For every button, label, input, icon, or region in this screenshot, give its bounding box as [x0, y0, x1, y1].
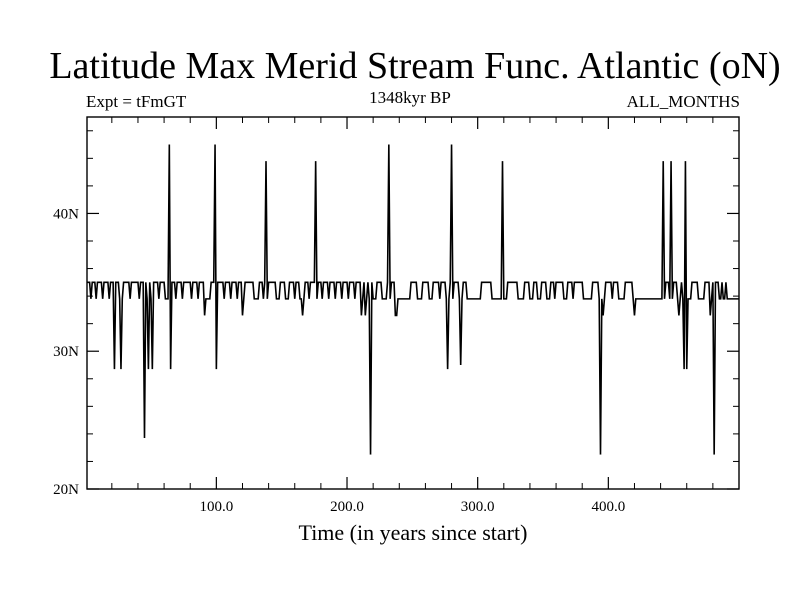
x-tick-label: 400.0 [591, 499, 625, 515]
x-tick-label: 100.0 [199, 499, 233, 515]
x-axis-label: Time (in years since start) [299, 520, 528, 545]
major-ticks [87, 117, 739, 490]
tick-labels: 100.0 200.0 300.0 400.0 20N 30N 40N [53, 206, 625, 515]
minor-ticks [87, 117, 739, 489]
x-tick-label: 200.0 [330, 499, 364, 515]
chart-title: Latitude Max Merid Stream Func. Atlantic… [49, 45, 781, 87]
x-tick-label: 300.0 [461, 499, 495, 515]
chart-subtitle: 1348kyr BP [369, 88, 451, 107]
y-tick-label: 30N [53, 344, 79, 360]
months-label: ALL_MONTHS [626, 92, 740, 111]
y-tick-label: 40N [53, 206, 79, 222]
experiment-label: Expt = tFmGT [86, 92, 187, 111]
y-tick-label: 20N [53, 482, 79, 498]
plot-frame [86, 116, 740, 490]
series-line [87, 144, 739, 455]
